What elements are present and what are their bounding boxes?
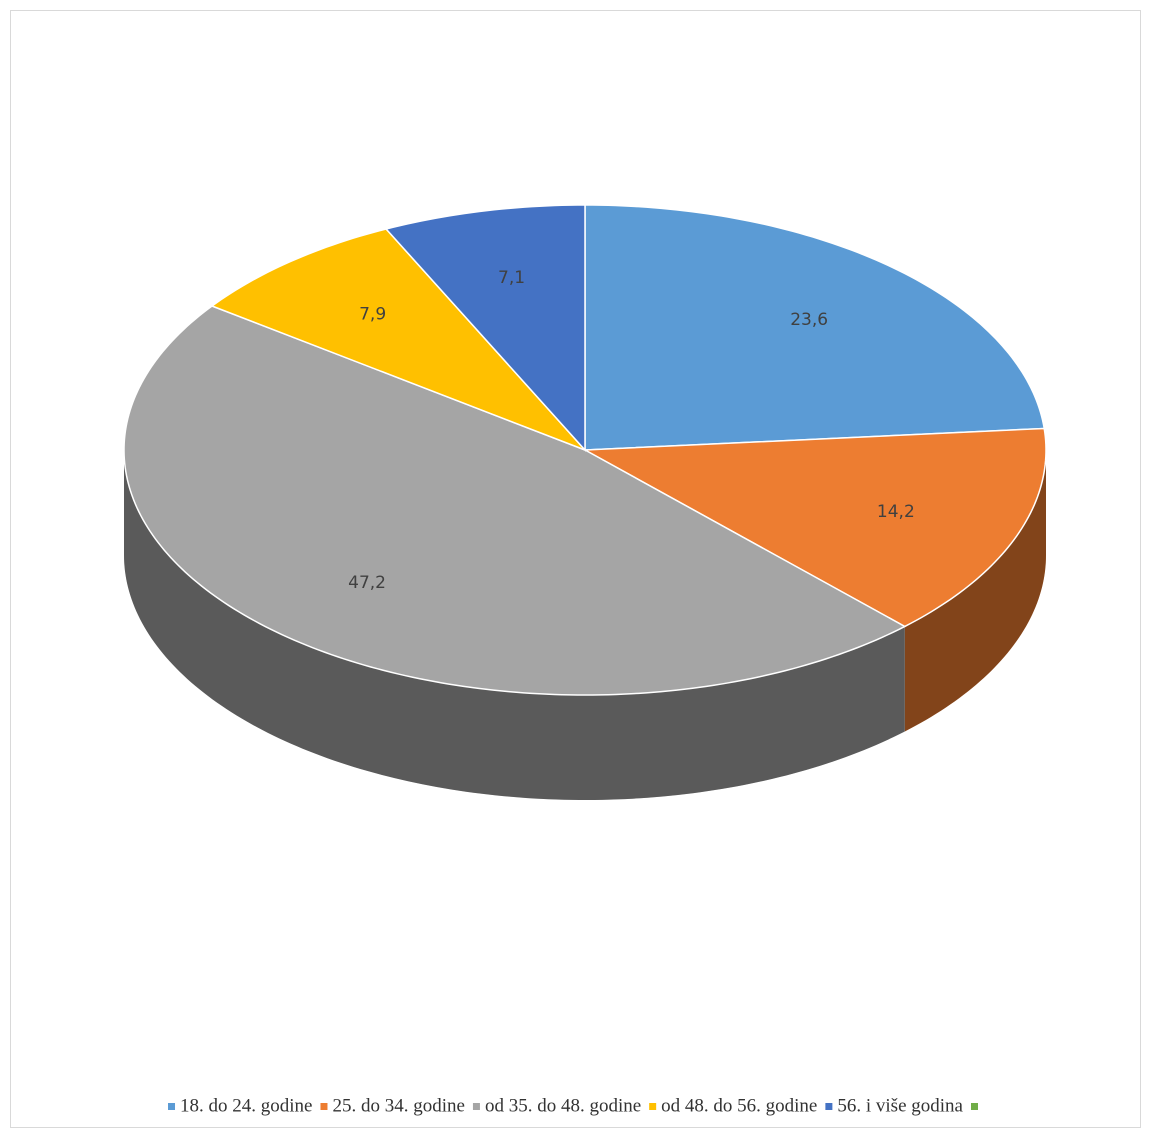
slice — [123, 305, 907, 696]
slice-side-shade — [124, 450, 905, 800]
legend-swatch — [168, 1103, 176, 1110]
data-label: 14,2 — [877, 502, 915, 522]
data-labels: 23,6 14,2 47,2 7,9 7,1 — [348, 268, 915, 593]
legend-label: 25. do 34. godine — [332, 1095, 464, 1116]
data-label: 47,2 — [348, 573, 386, 593]
legend-swatch — [825, 1103, 833, 1110]
slice — [584, 204, 1046, 451]
slice-side-shade — [904, 450, 1046, 732]
pie-sides — [124, 450, 1046, 800]
data-label: 7,1 — [498, 268, 525, 288]
data-label: 7,9 — [359, 304, 386, 324]
legend-label: od 48. do 56. godine — [661, 1095, 817, 1116]
legend-label: 18. do 24. godine — [180, 1095, 312, 1116]
legend-label: od 35. do 48. godine — [485, 1095, 641, 1116]
slice-side — [124, 450, 905, 800]
legend-label: 56. i više godina — [837, 1095, 963, 1116]
slice — [210, 228, 586, 451]
legend-swatch — [970, 1103, 978, 1110]
pie-tops — [123, 204, 1047, 696]
legend: 18. do 24. godine 25. do 34. godine od 35.… — [168, 1095, 978, 1116]
legend-swatch — [320, 1103, 328, 1110]
legend-swatch — [649, 1103, 657, 1110]
data-label: 23,6 — [790, 310, 828, 330]
slice — [582, 427, 1047, 628]
slice — [384, 204, 586, 452]
legend-swatch — [472, 1103, 480, 1110]
slice-side — [904, 450, 1046, 732]
